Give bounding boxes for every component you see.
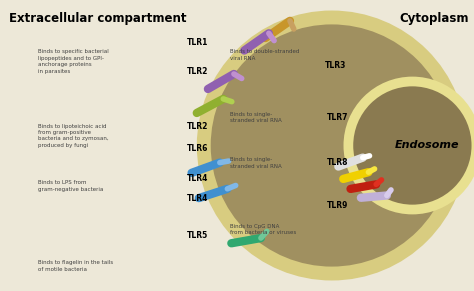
Text: Binds to specific bacterial
lipopeptides and to GPI-
anchorage proteins
in paras: Binds to specific bacterial lipopeptides… xyxy=(38,49,109,74)
Text: Binds to single-
stranded viral RNA: Binds to single- stranded viral RNA xyxy=(230,112,282,123)
Text: TLR5: TLR5 xyxy=(187,231,209,240)
Text: Binds to flagelin in the tails
of motile bacteria: Binds to flagelin in the tails of motile… xyxy=(38,260,113,272)
Text: TLR3: TLR3 xyxy=(325,61,346,70)
Text: Cytoplasm: Cytoplasm xyxy=(400,12,469,25)
Text: Extracellular compartment: Extracellular compartment xyxy=(9,12,187,25)
Text: TLR4: TLR4 xyxy=(187,175,209,183)
Text: TLR2: TLR2 xyxy=(187,67,209,76)
Circle shape xyxy=(348,81,474,210)
Text: TLR6: TLR6 xyxy=(187,144,209,153)
Text: TLR4: TLR4 xyxy=(187,194,209,203)
Circle shape xyxy=(204,17,460,274)
Text: Binds to LPS from
gram-negative bacteria: Binds to LPS from gram-negative bacteria xyxy=(38,180,103,192)
Text: TLR1: TLR1 xyxy=(187,38,209,47)
Text: TLR2: TLR2 xyxy=(187,122,209,131)
Text: Binds to lipoteichoic acid
from gram-positive
bacteria and to zymosan,
produced : Binds to lipoteichoic acid from gram-pos… xyxy=(38,124,109,148)
Text: Binds to single-
stranded viral RNA: Binds to single- stranded viral RNA xyxy=(230,157,282,168)
Text: TLR9: TLR9 xyxy=(327,201,348,210)
Text: TLR8: TLR8 xyxy=(327,159,348,167)
Text: Binds to CpG DNA
from bacteria or viruses: Binds to CpG DNA from bacteria or viruse… xyxy=(230,224,296,235)
Text: Binds to double-stranded
viral RNA: Binds to double-stranded viral RNA xyxy=(230,49,299,61)
Text: TLR7: TLR7 xyxy=(327,113,348,122)
Text: Endosome: Endosome xyxy=(394,141,459,150)
